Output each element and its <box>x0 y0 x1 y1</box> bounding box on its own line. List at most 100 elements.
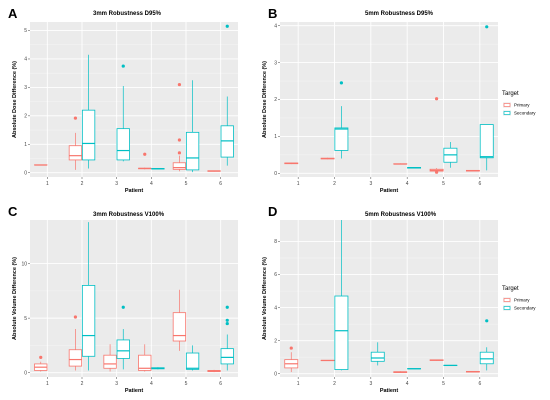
box-secondary-patient-4 <box>407 167 422 169</box>
x-tick-label: 5 <box>442 181 445 187</box>
legend-entry-label: Secondary <box>514 111 536 116</box>
box-primary-patient-4 <box>138 152 152 170</box>
y-tick-label: 4 <box>274 305 277 311</box>
x-axis-label: Patient <box>125 388 144 394</box>
x-tick-label: 5 <box>442 381 445 387</box>
x-tick-label: 6 <box>478 181 481 187</box>
box-iqr <box>116 339 130 359</box>
box-secondary-patient-2 <box>81 54 96 169</box>
box-secondary-patient-6 <box>220 305 234 371</box>
plot-background <box>30 22 238 177</box>
outlier-point <box>225 318 229 322</box>
x-tick-label: 4 <box>406 381 409 387</box>
x-tick-label: 2 <box>333 181 336 187</box>
x-tick-label: 1 <box>297 181 300 187</box>
plot-background <box>30 220 238 377</box>
x-axis-label: Patient <box>125 188 144 194</box>
box-iqr <box>172 162 187 170</box>
legend-entry-label: Primary <box>514 298 530 303</box>
y-tick-label: 2 <box>274 97 277 103</box>
legend-title: Target <box>502 286 519 292</box>
x-tick-label: 3 <box>369 181 372 187</box>
box-iqr <box>172 312 187 342</box>
outlier-point <box>39 355 43 359</box>
box-primary-patient-5 <box>172 82 187 172</box>
outlier-point <box>434 170 439 174</box>
box-secondary-patient-5 <box>185 345 200 371</box>
box-secondary-patient-5 <box>443 141 458 168</box>
y-tick-label: 6 <box>274 272 277 278</box>
box-secondary-patient-6 <box>479 25 494 171</box>
box-secondary-patient-4 <box>151 168 165 170</box>
outlier-point <box>339 81 344 85</box>
box-iqr <box>116 128 130 161</box>
x-tick-label: 6 <box>219 381 222 387</box>
y-tick-label: 4 <box>24 57 27 63</box>
y-tick-label: 2 <box>24 114 27 120</box>
outlier-point <box>143 152 147 156</box>
box-primary-patient-1 <box>34 355 48 372</box>
box-secondary-patient-4 <box>407 368 422 370</box>
y-tick-label: 0 <box>274 171 277 177</box>
legend-key-secondary <box>503 306 511 310</box>
box-iqr <box>334 295 349 370</box>
outlier-point <box>289 346 293 350</box>
box-secondary-patient-6 <box>220 24 234 166</box>
box-primary-patient-2 <box>320 359 335 362</box>
box-primary-patient-6 <box>207 170 221 172</box>
outlier-point <box>225 24 229 28</box>
box-iqr <box>370 351 385 362</box>
box-secondary-patient-3 <box>116 64 130 162</box>
panel-label: B <box>268 6 277 21</box>
outlier-point <box>73 315 78 319</box>
y-axis-label: Absolute Volume Difference (%) <box>12 257 18 340</box>
y-tick-label: 1 <box>274 134 277 140</box>
x-tick-label: 4 <box>150 181 153 187</box>
box-primary-patient-2 <box>68 315 83 371</box>
box-secondary-patient-4 <box>151 367 165 370</box>
chart-title: 3mm Robustness V100% <box>93 212 165 218</box>
y-tick-label: 4 <box>274 23 277 29</box>
panel-c: C 3mm Robustness V100% 0 5 10 1 2 3 4 5 6 Patient Ab… <box>8 204 238 394</box>
x-axis-label: Patient <box>380 188 399 194</box>
box-primary-patient-2 <box>320 157 335 160</box>
y-axis-label: Absolute Volume Difference (%) <box>262 257 268 340</box>
x-tick-label: 3 <box>369 381 372 387</box>
box-iqr <box>185 352 200 370</box>
chart-title: 5mm Robustness D95% <box>365 11 434 17</box>
legend: Target Primary Secondary <box>502 91 536 116</box>
box-secondary-patient-3 <box>116 305 130 370</box>
box-iqr <box>81 285 96 357</box>
box-iqr <box>138 354 152 371</box>
panel-a: A 3mm Robustness D95% 0 1 2 3 4 5 1 2 3 4 5 6 Patient A… <box>8 6 238 194</box>
y-tick-label: 3 <box>24 85 27 91</box>
box-secondary-patient-3 <box>370 342 385 366</box>
box-iqr <box>479 124 494 159</box>
box-iqr <box>220 348 234 365</box>
outlier-point <box>434 97 439 101</box>
box-iqr <box>479 351 494 365</box>
legend-entry-label: Primary <box>514 103 530 108</box>
box-secondary-patient-2 <box>81 222 96 371</box>
x-tick-label: 5 <box>185 181 188 187</box>
box-primary-patient-6 <box>465 370 480 373</box>
box-iqr <box>68 349 83 367</box>
legend-key-primary <box>503 298 511 302</box>
box-secondary-patient-5 <box>185 80 200 173</box>
chart-title: 3mm Robustness D95% <box>93 11 162 17</box>
y-axis-label: Absolute Dose Difference (%) <box>12 61 18 138</box>
x-tick-label: 2 <box>81 181 84 187</box>
box-primary-patient-2 <box>68 116 83 170</box>
outlier-point <box>225 321 229 326</box>
y-tick-label: 3 <box>274 60 277 66</box>
box-primary-patient-4 <box>393 163 408 165</box>
legend-entry-label: Secondary <box>514 306 536 311</box>
box-primary-patient-5 <box>429 97 444 174</box>
box-iqr <box>334 127 349 151</box>
legend-title: Target <box>502 91 519 97</box>
y-tick-label: 0 <box>24 170 27 176</box>
x-tick-label: 1 <box>46 181 49 187</box>
box-primary-patient-6 <box>465 169 480 172</box>
box-primary-patient-1 <box>284 162 299 165</box>
